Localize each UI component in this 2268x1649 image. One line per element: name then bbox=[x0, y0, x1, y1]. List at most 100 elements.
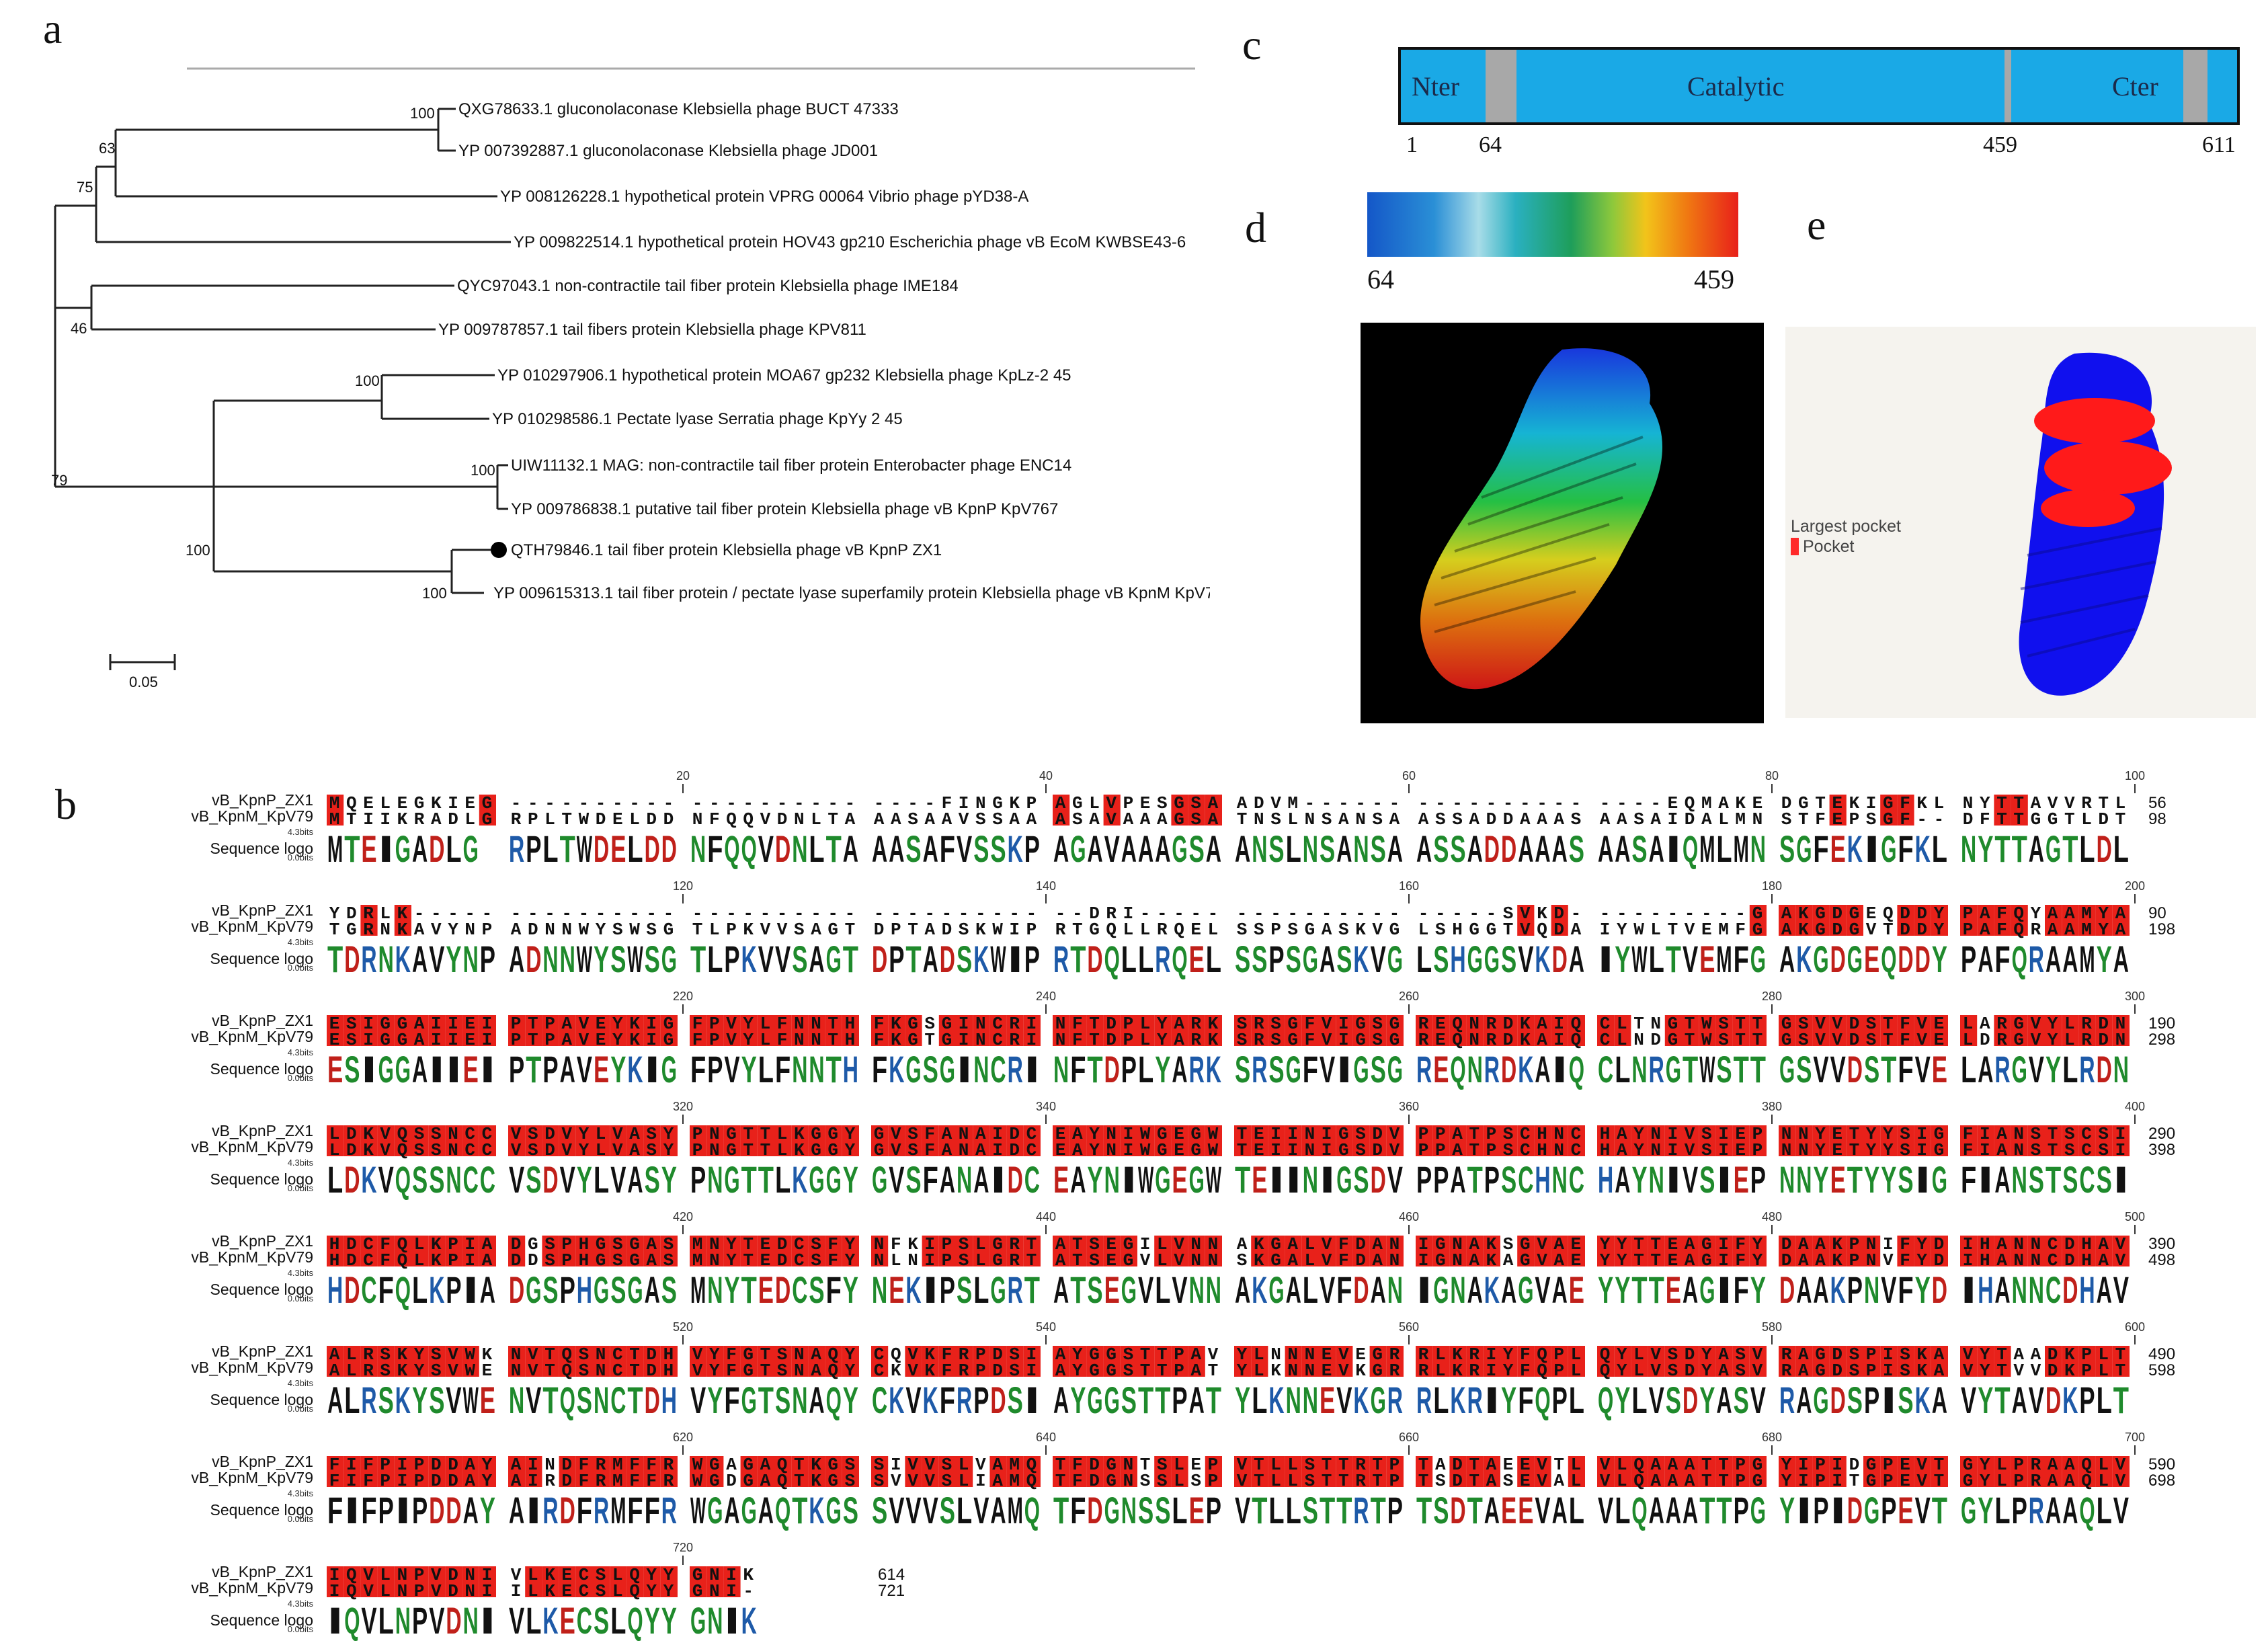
residue: S bbox=[1157, 793, 1169, 813]
logo-letter: G bbox=[1104, 1489, 1120, 1531]
residue: R bbox=[2081, 793, 2093, 813]
logo-letter: S bbox=[872, 1489, 887, 1531]
residue: P bbox=[1866, 1361, 1878, 1381]
residue: G bbox=[1883, 793, 1895, 813]
logo-letter: F bbox=[1734, 938, 1749, 980]
residue: R bbox=[414, 809, 426, 830]
ruler-tick-label: 540 bbox=[1036, 1320, 1056, 1334]
residue: D bbox=[1486, 809, 1498, 830]
residue: E bbox=[329, 1030, 341, 1050]
logo-letter: G bbox=[1189, 1158, 1205, 1201]
residue: D bbox=[1089, 903, 1101, 924]
logo-letter: A bbox=[1467, 828, 1483, 870]
residue: T bbox=[1849, 1140, 1861, 1160]
logo-letter: R bbox=[1353, 1489, 1369, 1531]
logo-letter: Y bbox=[1501, 1379, 1516, 1421]
residue: - bbox=[1553, 793, 1566, 813]
logo-letter: R bbox=[1008, 1269, 1023, 1311]
logo-letter: M bbox=[1716, 938, 1732, 980]
ruler-tick-label: 700 bbox=[2125, 1431, 2145, 1444]
alignment-row-name: Sequence logo bbox=[210, 1060, 313, 1078]
residue: S bbox=[992, 809, 1004, 830]
logo-letter: A bbox=[1235, 1269, 1250, 1311]
residue: L bbox=[544, 809, 557, 830]
conserved-cell bbox=[377, 1125, 395, 1156]
logo-letter: N bbox=[1631, 1048, 1647, 1090]
logo-letter: T bbox=[1683, 1048, 1698, 1090]
residue: D bbox=[1900, 920, 1912, 940]
logo-letter: L bbox=[1631, 1379, 1647, 1421]
rainbow-structure-image bbox=[1361, 323, 1764, 723]
residue: S bbox=[1322, 809, 1334, 830]
residue: K bbox=[431, 1250, 443, 1271]
residue: T bbox=[1883, 1030, 1895, 1050]
logo-letter: D bbox=[1932, 1269, 1947, 1311]
logo-letter: E bbox=[327, 1048, 343, 1090]
residue: G bbox=[1389, 1030, 1402, 1050]
logo-letter: Y bbox=[2097, 938, 2112, 980]
residue: D bbox=[1503, 809, 1515, 830]
logo-letter: V bbox=[1518, 938, 1533, 980]
logo-letter: S bbox=[429, 1158, 444, 1201]
logo-letter: V bbox=[509, 1599, 524, 1642]
logo-letter: L bbox=[758, 1048, 774, 1090]
logo-letter: F bbox=[826, 1269, 842, 1311]
residue: A bbox=[1486, 1471, 1498, 1491]
logo-letter: W bbox=[577, 938, 592, 980]
residue: T bbox=[827, 1014, 840, 1034]
residue: D bbox=[431, 1471, 443, 1491]
logo-letter: S bbox=[1569, 828, 1584, 870]
conserved-cell bbox=[1880, 795, 1898, 826]
residue: S bbox=[1435, 1471, 1447, 1491]
logo-letter: A bbox=[1552, 1269, 1568, 1311]
logo-letter: A bbox=[1598, 828, 1613, 870]
ruler-tick-label: 460 bbox=[1399, 1210, 1419, 1223]
residue: K bbox=[1520, 1030, 1532, 1050]
residue: - bbox=[1571, 903, 1583, 924]
residue: K bbox=[2064, 1361, 2076, 1381]
logo-letter: L bbox=[1994, 1489, 2010, 1531]
residue: F bbox=[1963, 1140, 1975, 1160]
residue: R bbox=[363, 920, 375, 940]
residue: E bbox=[1190, 920, 1203, 940]
residue: - bbox=[1355, 903, 1367, 924]
residue: A bbox=[646, 1250, 658, 1271]
logo-letter: G bbox=[1353, 1048, 1369, 1090]
logo-letter: Y bbox=[1750, 1269, 1766, 1311]
residue: R bbox=[1418, 1014, 1430, 1034]
residue: M bbox=[1009, 1471, 1021, 1491]
residue: D bbox=[1254, 793, 1266, 813]
residue: I bbox=[363, 809, 375, 830]
conserved-cell bbox=[2095, 1015, 2113, 1046]
logo-letter: L bbox=[542, 828, 558, 870]
residue: E bbox=[1174, 1140, 1186, 1160]
logo-letter: C bbox=[1598, 1048, 1613, 1090]
ruler-tick-label: 520 bbox=[673, 1320, 693, 1334]
logo-letter: H bbox=[327, 1269, 343, 1311]
ruler-tick-label: 680 bbox=[1762, 1431, 1782, 1444]
residue: P bbox=[528, 809, 540, 830]
logo-letter: V bbox=[526, 1379, 541, 1421]
residue: R bbox=[544, 1471, 557, 1491]
logo-letter: I bbox=[1552, 1048, 1568, 1090]
logo-letter: P bbox=[889, 938, 904, 980]
residue: W bbox=[1140, 1140, 1152, 1160]
conserved-cell bbox=[1846, 905, 1863, 936]
logo-letter: A bbox=[923, 828, 938, 870]
logo-letter: Q bbox=[1535, 1379, 1550, 1421]
residue: T bbox=[2013, 809, 2025, 830]
conserved-cell bbox=[1205, 795, 1222, 826]
logo-letter: I bbox=[1864, 828, 1879, 870]
logo-letter: N bbox=[1303, 828, 1318, 870]
logo-letter: F bbox=[1813, 828, 1828, 870]
residue: Q bbox=[397, 1250, 409, 1271]
conserved-cell bbox=[871, 1015, 889, 1046]
conserved-cell bbox=[360, 1015, 378, 1046]
residue: G bbox=[2031, 809, 2043, 830]
bootstrap-label: 63 bbox=[99, 140, 115, 157]
logo-letter: T bbox=[826, 1048, 842, 1090]
residue: - bbox=[1650, 793, 1662, 813]
residue: - bbox=[1338, 793, 1350, 813]
logo-letter: V bbox=[1235, 1489, 1250, 1531]
